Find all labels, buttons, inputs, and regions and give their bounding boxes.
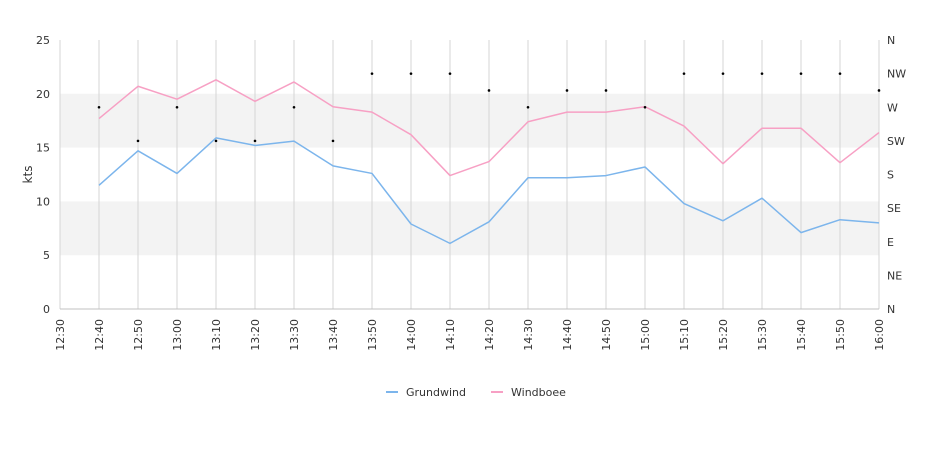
plot-band <box>60 93 879 148</box>
direction-point <box>721 72 725 75</box>
y2-tick-label: SE <box>887 202 901 215</box>
direction-point <box>370 72 374 75</box>
y2-axis: N NE E SE S SW W NW N <box>887 34 906 316</box>
direction-point <box>448 72 452 75</box>
x-tick-label: 13:30 <box>288 319 301 351</box>
x-tick-label: 13:10 <box>210 319 223 351</box>
x-axis: 12:30 12:40 12:50 13:00 13:10 13:20 13:30 13:40… <box>54 319 886 351</box>
y2-tick-label: S <box>887 169 894 182</box>
x-tick-label: 15:00 <box>639 319 652 351</box>
y2-tick-label: N <box>887 303 895 316</box>
x-tick-label: 13:00 <box>171 319 184 351</box>
y-tick-label: 0 <box>43 303 50 316</box>
direction-point <box>409 72 413 75</box>
y2-tick-label: SW <box>887 135 905 148</box>
legend-label-grundwind: Grundwind <box>406 386 466 399</box>
legend: Grundwind Windboee <box>386 386 566 399</box>
x-tick-label: 13:40 <box>327 319 340 351</box>
direction-point <box>175 105 179 109</box>
x-tick-label: 15:50 <box>834 319 847 351</box>
y-tick-label: 20 <box>36 88 50 101</box>
direction-point <box>565 89 569 92</box>
y-tick-label: 25 <box>36 34 50 47</box>
y-axis-title: kts <box>21 166 35 184</box>
direction-point <box>838 72 842 75</box>
x-tick-label: 15:10 <box>678 319 691 351</box>
direction-point <box>643 105 647 109</box>
plot-band <box>60 201 879 256</box>
legend-label-windboee: Windboee <box>511 386 566 399</box>
y-tick-label: 5 <box>43 249 50 262</box>
y2-tick-label: W <box>887 101 898 114</box>
x-tick-label: 12:50 <box>132 319 145 351</box>
direction-point <box>136 139 140 143</box>
x-tick-label: 14:20 <box>483 319 496 351</box>
direction-point <box>331 139 335 143</box>
y2-tick-label: E <box>887 236 894 249</box>
series-line-windboee <box>98 79 880 177</box>
x-grid <box>59 40 880 309</box>
direction-point <box>760 72 764 75</box>
direction-point <box>877 89 881 92</box>
direction-points <box>97 72 881 143</box>
x-tick-label: 14:40 <box>561 319 574 351</box>
x-tick-label: 15:40 <box>795 319 808 351</box>
x-tick-label: 13:20 <box>249 319 262 351</box>
x-tick-label: 16:00 <box>873 319 886 351</box>
plot-bands <box>60 93 879 256</box>
direction-point <box>682 72 686 75</box>
direction-point <box>526 105 530 109</box>
x-tick-label: 14:10 <box>444 319 457 351</box>
direction-point <box>253 139 257 143</box>
direction-point <box>799 72 803 75</box>
x-tick-label: 14:50 <box>600 319 613 351</box>
y-tick-label: 15 <box>36 142 50 155</box>
direction-point <box>487 89 491 92</box>
x-tick-label: 15:20 <box>717 319 730 351</box>
y-axis: 0 5 10 15 20 25 <box>36 34 50 316</box>
y2-tick-label: NE <box>887 269 902 282</box>
x-tick-label: 12:30 <box>54 319 67 351</box>
direction-point <box>97 105 101 109</box>
direction-point <box>292 105 296 109</box>
x-tick-label: 13:50 <box>366 319 379 351</box>
direction-point <box>604 89 608 92</box>
direction-point <box>214 139 218 143</box>
x-tick-label: 15:30 <box>756 319 769 351</box>
y2-tick-label: NW <box>887 68 906 81</box>
x-tick-label: 14:30 <box>522 319 535 351</box>
y2-tick-label: N <box>887 34 895 47</box>
x-tick-label: 14:00 <box>405 319 418 351</box>
x-tick-label: 12:40 <box>93 319 106 351</box>
series-line-grundwind <box>98 137 880 245</box>
y-tick-label: 10 <box>36 195 50 208</box>
